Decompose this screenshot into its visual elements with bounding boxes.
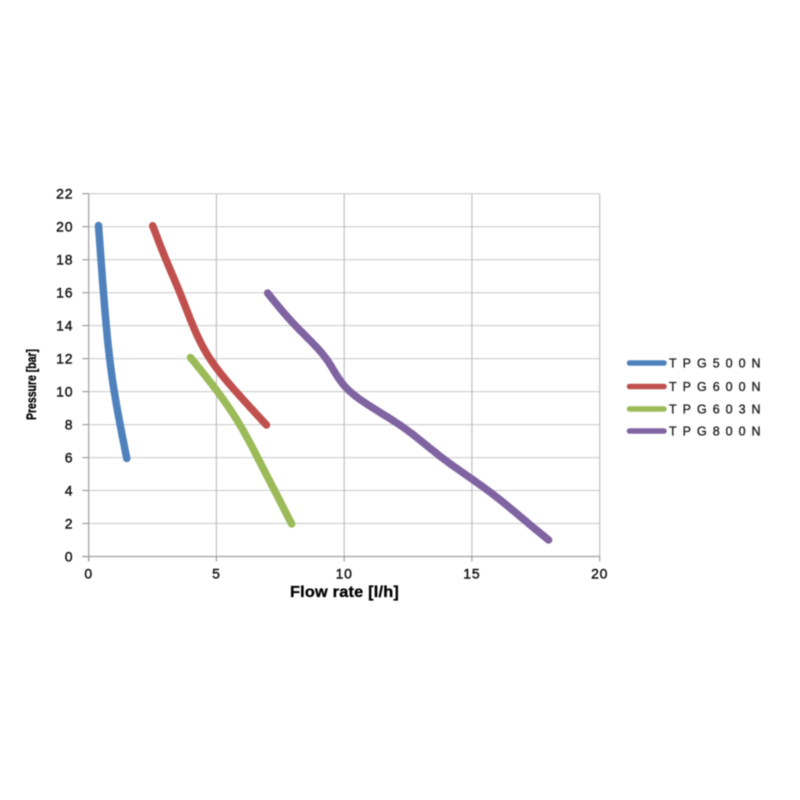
- svg-text:15: 15: [463, 566, 480, 582]
- svg-text:0: 0: [65, 548, 74, 564]
- svg-text:5: 5: [212, 566, 221, 582]
- svg-text:14: 14: [56, 317, 73, 333]
- svg-text:TPG800N: TPG800N: [669, 424, 767, 438]
- svg-text:TPG500N: TPG500N: [669, 356, 767, 370]
- svg-text:0: 0: [84, 566, 93, 582]
- svg-text:2: 2: [65, 515, 74, 531]
- svg-text:20: 20: [591, 566, 608, 582]
- svg-text:22: 22: [56, 186, 73, 202]
- svg-text:20: 20: [56, 219, 73, 235]
- svg-text:10: 10: [56, 383, 73, 399]
- svg-text:12: 12: [56, 350, 73, 366]
- svg-text:16: 16: [56, 285, 73, 301]
- svg-text:4: 4: [65, 482, 74, 498]
- svg-text:Flow rate [l/h]: Flow rate [l/h]: [290, 584, 399, 601]
- svg-text:8: 8: [65, 416, 74, 432]
- svg-text:10: 10: [336, 566, 353, 582]
- svg-text:Pressure [bar]: Pressure [bar]: [23, 349, 39, 420]
- svg-text:18: 18: [56, 252, 73, 268]
- svg-text:TPG600N: TPG600N: [669, 380, 767, 394]
- svg-text:6: 6: [65, 449, 74, 465]
- svg-text:TPG603N: TPG603N: [669, 402, 767, 416]
